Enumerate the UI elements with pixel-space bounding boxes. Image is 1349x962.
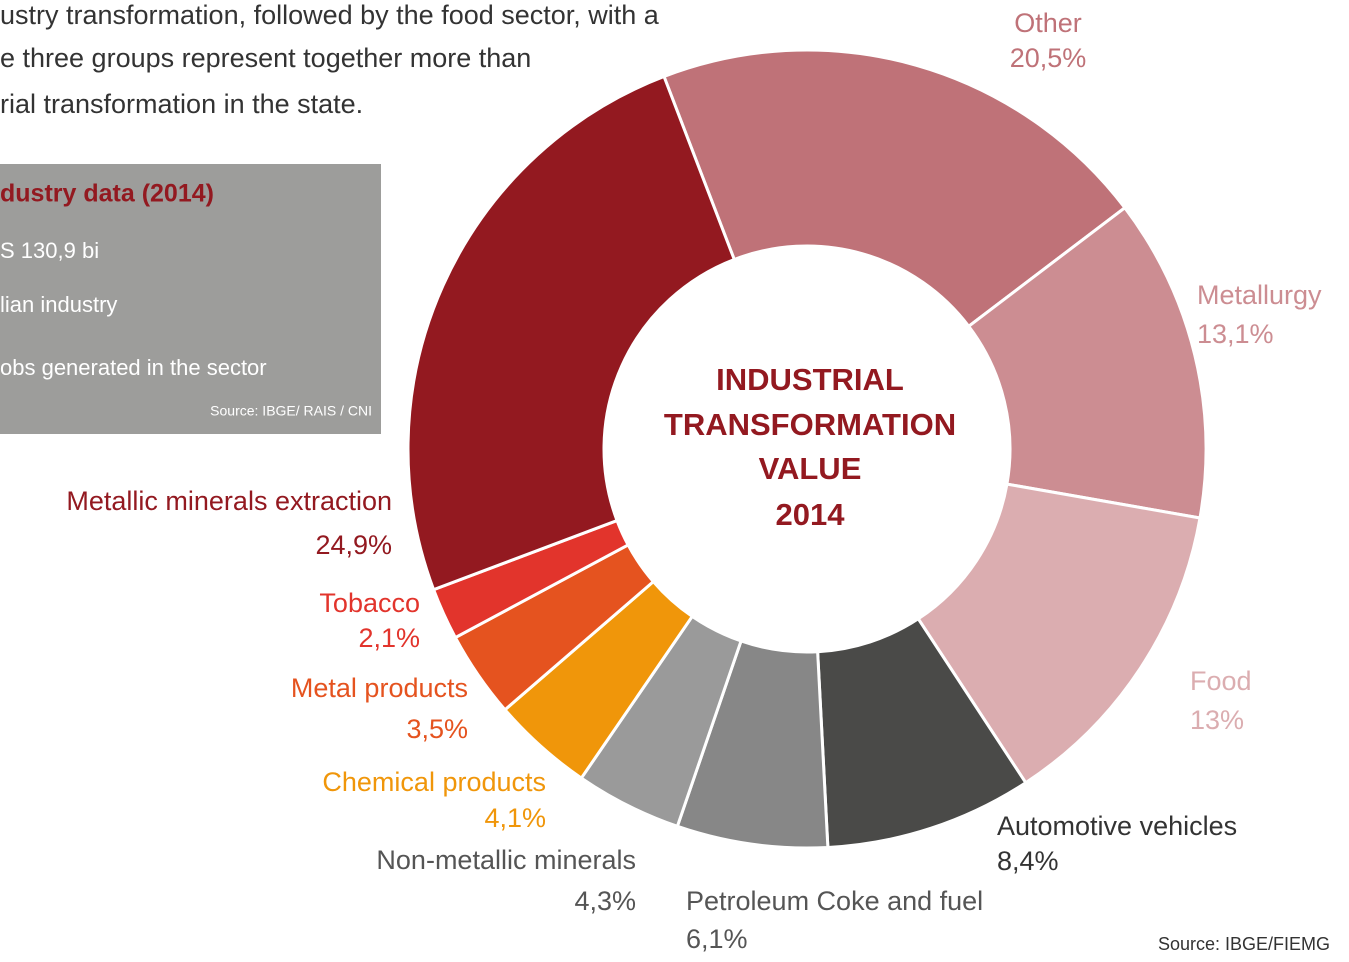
intro-line: e three groups represent together more t… (0, 43, 531, 73)
slice-value: 24,9% (315, 530, 392, 560)
info-source: Source: IBGE/ RAIS / CNI (210, 403, 372, 419)
slice (966, 205, 1208, 520)
slice-value: 20,5% (1010, 43, 1087, 73)
slice (662, 48, 1127, 329)
slice-label: Food (1190, 666, 1252, 696)
donut (406, 48, 1208, 850)
slice-label: Metal products (291, 673, 468, 703)
slice-label: Petroleum Coke and fuel (686, 886, 983, 916)
slice-value: 2,1% (358, 623, 420, 653)
slice-value: 4,1% (484, 803, 546, 833)
source: Source: IBGE/FIEMG (1158, 934, 1330, 954)
center-title: VALUE (759, 451, 862, 486)
info-line: obs generated in the sector (0, 355, 267, 380)
slice-value: 3,5% (406, 714, 468, 744)
slice-label: Chemical products (322, 767, 546, 797)
info-line: lian industry (0, 292, 117, 317)
center-title: TRANSFORMATION (664, 407, 956, 442)
slice-value: 13,1% (1197, 319, 1274, 349)
slice-label: Automotive vehicles (997, 811, 1237, 841)
center-title: 2014 (776, 497, 846, 532)
info-title: dustry data (2014) (0, 180, 214, 208)
intro-line: ustry transformation, followed by the fo… (0, 0, 660, 30)
slice-value: 13% (1190, 705, 1244, 735)
slice-label: Other (1014, 8, 1082, 38)
slice (916, 482, 1202, 785)
slice-label: Metallic minerals extraction (66, 486, 392, 516)
slice-label: Metallurgy (1197, 280, 1322, 310)
slice (406, 74, 737, 592)
slice-label: Tobacco (319, 588, 420, 618)
center-title: INDUSTRIAL (716, 362, 904, 397)
intro: ustry transformation, followed by the fo… (0, 0, 660, 119)
info-box (0, 164, 381, 434)
slice-value: 8,4% (997, 846, 1059, 876)
slice-label: Non-metallic minerals (376, 845, 636, 875)
info-line: S 130,9 bi (0, 238, 99, 263)
slice-value: 4,3% (574, 886, 636, 916)
slice-value: 6,1% (686, 924, 748, 954)
intro-line: rial transformation in the state. (0, 89, 363, 119)
